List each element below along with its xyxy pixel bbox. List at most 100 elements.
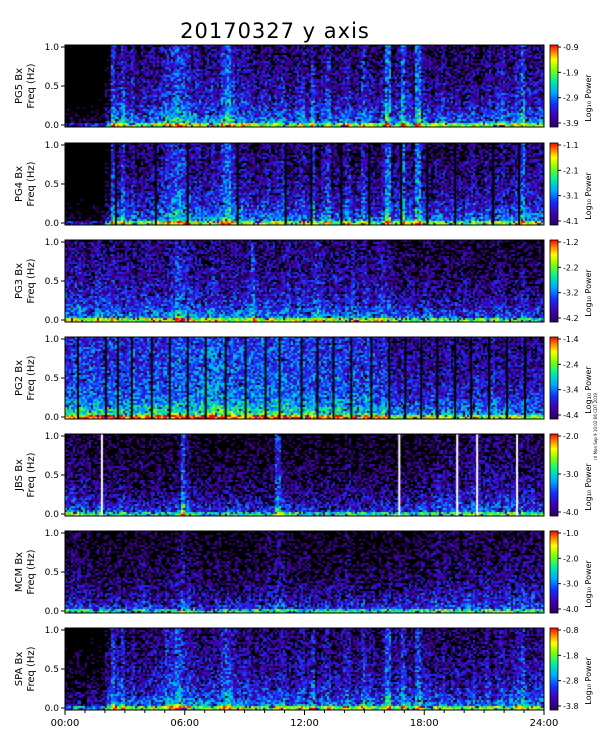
colorbar-title: Log₁₀ Power [584, 172, 593, 220]
x-tick-label: 12:00 [290, 718, 319, 729]
colorbar-title: Log₁₀ Power [584, 560, 593, 608]
colorbar-tick-label: -1.8 [563, 651, 579, 660]
colorbar-title: Log₁₀ Power [584, 269, 593, 317]
colorbar-tick-label: -3.0 [563, 580, 579, 589]
colorbar [549, 433, 559, 517]
colorbar-tick-label: -3.0 [563, 470, 579, 479]
freq-axis-label: Freq (Hz) [26, 452, 37, 497]
colorbar-tick-label: -0.8 [563, 626, 579, 635]
colorbar-tick-label: -1.4 [563, 335, 579, 344]
x-tick-label: 18:00 [410, 718, 439, 729]
y-tick-label: 0.0 [45, 121, 60, 131]
colorbar-tick-label: -1.2 [563, 238, 579, 247]
freq-axis-label: Freq (Hz) [26, 355, 37, 400]
freq-axis-label: Freq (Hz) [26, 549, 37, 594]
freq-axis-label: Freq (Hz) [26, 63, 37, 108]
colorbar-tick-label: -2.9 [563, 94, 579, 103]
time-axis: 00:00 06:00 12:00 18:00 24:00 [51, 710, 559, 729]
colorbar-tick-label: -4.1 [563, 217, 579, 226]
colorbar-tick-label: -2.4 [563, 360, 579, 369]
colorbar-tick-label: -3.1 [563, 192, 579, 201]
colorbar-title: Log₁₀ Power [584, 463, 593, 511]
station-label: PG5 Bx [14, 68, 25, 104]
colorbar-tick-label: -4.0 [563, 605, 579, 614]
colorbar-tick-label: -2.0 [563, 432, 579, 441]
y-tick-label: 0.5 [45, 374, 59, 384]
y-tick-label: 1.0 [45, 432, 60, 442]
side-note: rrl Mon Sep 9 10:02:06 CDT 2019 [593, 393, 598, 460]
panel-jbs-bx: 0.0 0.5 1.0 JBS Bx Freq (Hz) -2.0 -3.0 -4.0 Log₁… [14, 432, 593, 520]
chart-title: 20170327 y axis [180, 19, 370, 43]
colorbar-tick-label: -3.4 [563, 386, 579, 395]
station-label: MCM Bx [14, 552, 25, 592]
colorbar-tick-label: -3.9 [563, 119, 579, 128]
y-tick-label: 1.0 [45, 238, 60, 248]
y-tick-label: 1.0 [45, 335, 60, 345]
colorbar [549, 142, 559, 226]
panel-pg2-bx: 0.0 0.5 1.0 PG2 Bx Freq (Hz) -1.4 -2.4 -3.4 -4.4… [14, 335, 593, 423]
panel-pg4-bx: 0.0 0.5 1.0 PG4 Bx Freq (Hz) -1.1 -2.1 -3.1 -4.1… [14, 141, 593, 229]
station-label: PG2 Bx [14, 360, 25, 396]
colorbar-tick-label: -3.8 [563, 702, 579, 711]
panel-mcm-bx: 0.0 0.5 1.0 MCM Bx Freq (Hz) -1.0 -2.0 -3.0 -4.0… [14, 529, 593, 617]
x-tick-label: 24:00 [530, 718, 559, 729]
y-tick-label: 0.0 [45, 316, 60, 326]
y-tick-label: 0.5 [45, 568, 59, 578]
freq-axis-label: Freq (Hz) [26, 161, 37, 206]
y-tick-label: 1.0 [45, 141, 60, 151]
station-label: JBS Bx [14, 459, 25, 492]
colorbar-tick-label: -3.2 [563, 289, 579, 298]
x-tick-label: 06:00 [170, 718, 199, 729]
spectrogram-image [65, 628, 544, 710]
station-label: SPA Bx [14, 652, 25, 687]
colorbar-tick-label: -1.1 [563, 141, 579, 150]
station-label: PG3 Bx [14, 263, 25, 299]
panel-spa-bx: 0.0 0.5 1.0 SPA Bx Freq (Hz) -0.8 -1.8 -2.8 -3.8… [14, 626, 593, 714]
spectrogram-image [65, 240, 544, 322]
spectrogram-image [65, 143, 544, 225]
spectrogram-image [65, 337, 544, 419]
y-tick-label: 0.5 [45, 471, 59, 481]
y-tick-label: 1.0 [45, 43, 60, 53]
colorbar-tick-label: -1.9 [563, 68, 579, 77]
colorbar-title: Log₁₀ Power [584, 74, 593, 122]
panel-pg5-bx: 0.0 0.5 1.0 PG5 Bx Freq (Hz) -0.9 -1.9 -2.9 -3.9… [14, 43, 593, 131]
spectrogram-image [65, 434, 544, 516]
colorbar-tick-label: -2.0 [563, 554, 579, 563]
colorbar-title: Log₁₀ Power [584, 366, 593, 414]
colorbar [549, 239, 559, 323]
y-tick-label: 1.0 [45, 529, 60, 539]
colorbar-title: Log₁₀ Power [584, 657, 593, 705]
panel-pg3-bx: 0.0 0.5 1.0 PG3 Bx Freq (Hz) -1.2 -2.2 -3.2 -4.2… [14, 238, 593, 326]
y-tick-label: 0.5 [45, 82, 59, 92]
colorbar-tick-label: -0.9 [563, 43, 579, 52]
colorbar [549, 627, 559, 711]
colorbar [549, 336, 559, 420]
y-tick-label: 1.0 [45, 626, 60, 636]
x-tick-label: 00:00 [51, 718, 80, 729]
y-tick-label: 0.0 [45, 607, 60, 617]
colorbar-tick-label: -1.0 [563, 529, 579, 538]
y-tick-label: 0.0 [45, 219, 60, 229]
station-label: PG4 Bx [14, 166, 25, 202]
colorbar [549, 44, 559, 128]
colorbar [549, 530, 559, 614]
y-tick-label: 0.5 [45, 277, 59, 287]
colorbar-tick-label: -4.0 [563, 508, 579, 517]
spectrogram-image [65, 45, 544, 127]
colorbar-tick-label: -2.2 [563, 263, 579, 272]
freq-axis-label: Freq (Hz) [26, 258, 37, 303]
colorbar-tick-label: -4.4 [563, 411, 579, 420]
freq-axis-label: Freq (Hz) [26, 646, 37, 691]
y-tick-label: 0.5 [45, 180, 59, 190]
y-tick-label: 0.0 [45, 510, 60, 520]
colorbar-tick-label: -2.1 [563, 166, 579, 175]
y-tick-label: 0.0 [45, 704, 60, 714]
y-tick-label: 0.5 [45, 665, 59, 675]
spectrogram-image [65, 531, 544, 613]
colorbar-tick-label: -4.2 [563, 314, 579, 323]
colorbar-tick-label: -2.8 [563, 677, 579, 686]
y-tick-label: 0.0 [45, 413, 60, 423]
